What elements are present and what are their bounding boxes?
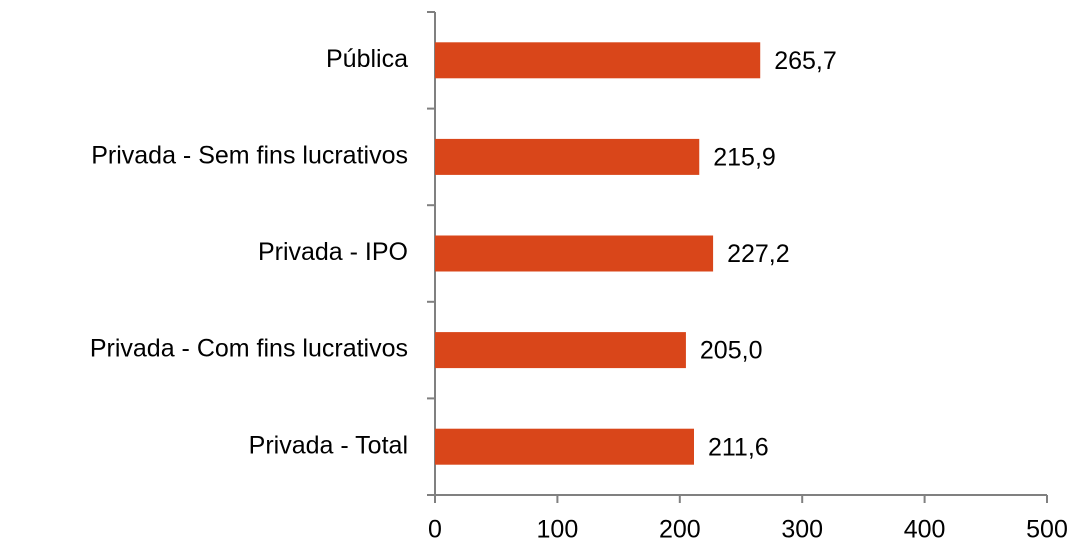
value-label: 211,6 <box>708 433 769 461</box>
x-tick-label: 500 <box>1026 516 1068 544</box>
x-tick-label: 300 <box>781 516 823 544</box>
bar <box>435 42 761 79</box>
x-tick-label: 0 <box>428 516 442 544</box>
value-label: 265,7 <box>774 47 837 75</box>
x-tick-label: 400 <box>904 516 946 544</box>
x-tick-label: 100 <box>537 516 579 544</box>
y-tick-label: Privada - Com fins lucrativos <box>90 335 408 363</box>
value-label: 205,0 <box>700 337 763 365</box>
x-tick-label: 200 <box>659 516 701 544</box>
value-label: 215,9 <box>713 144 776 172</box>
bar <box>435 332 686 369</box>
y-tick-label: Privada - IPO <box>258 238 408 266</box>
bar <box>435 138 700 175</box>
bar <box>435 235 714 272</box>
y-tick-label: Privada - Total <box>249 431 408 459</box>
y-tick-label: Privada - Sem fins lucrativos <box>91 142 408 170</box>
value-label: 227,2 <box>727 240 790 268</box>
bar <box>435 428 694 465</box>
y-tick-label: Pública <box>326 45 408 73</box>
